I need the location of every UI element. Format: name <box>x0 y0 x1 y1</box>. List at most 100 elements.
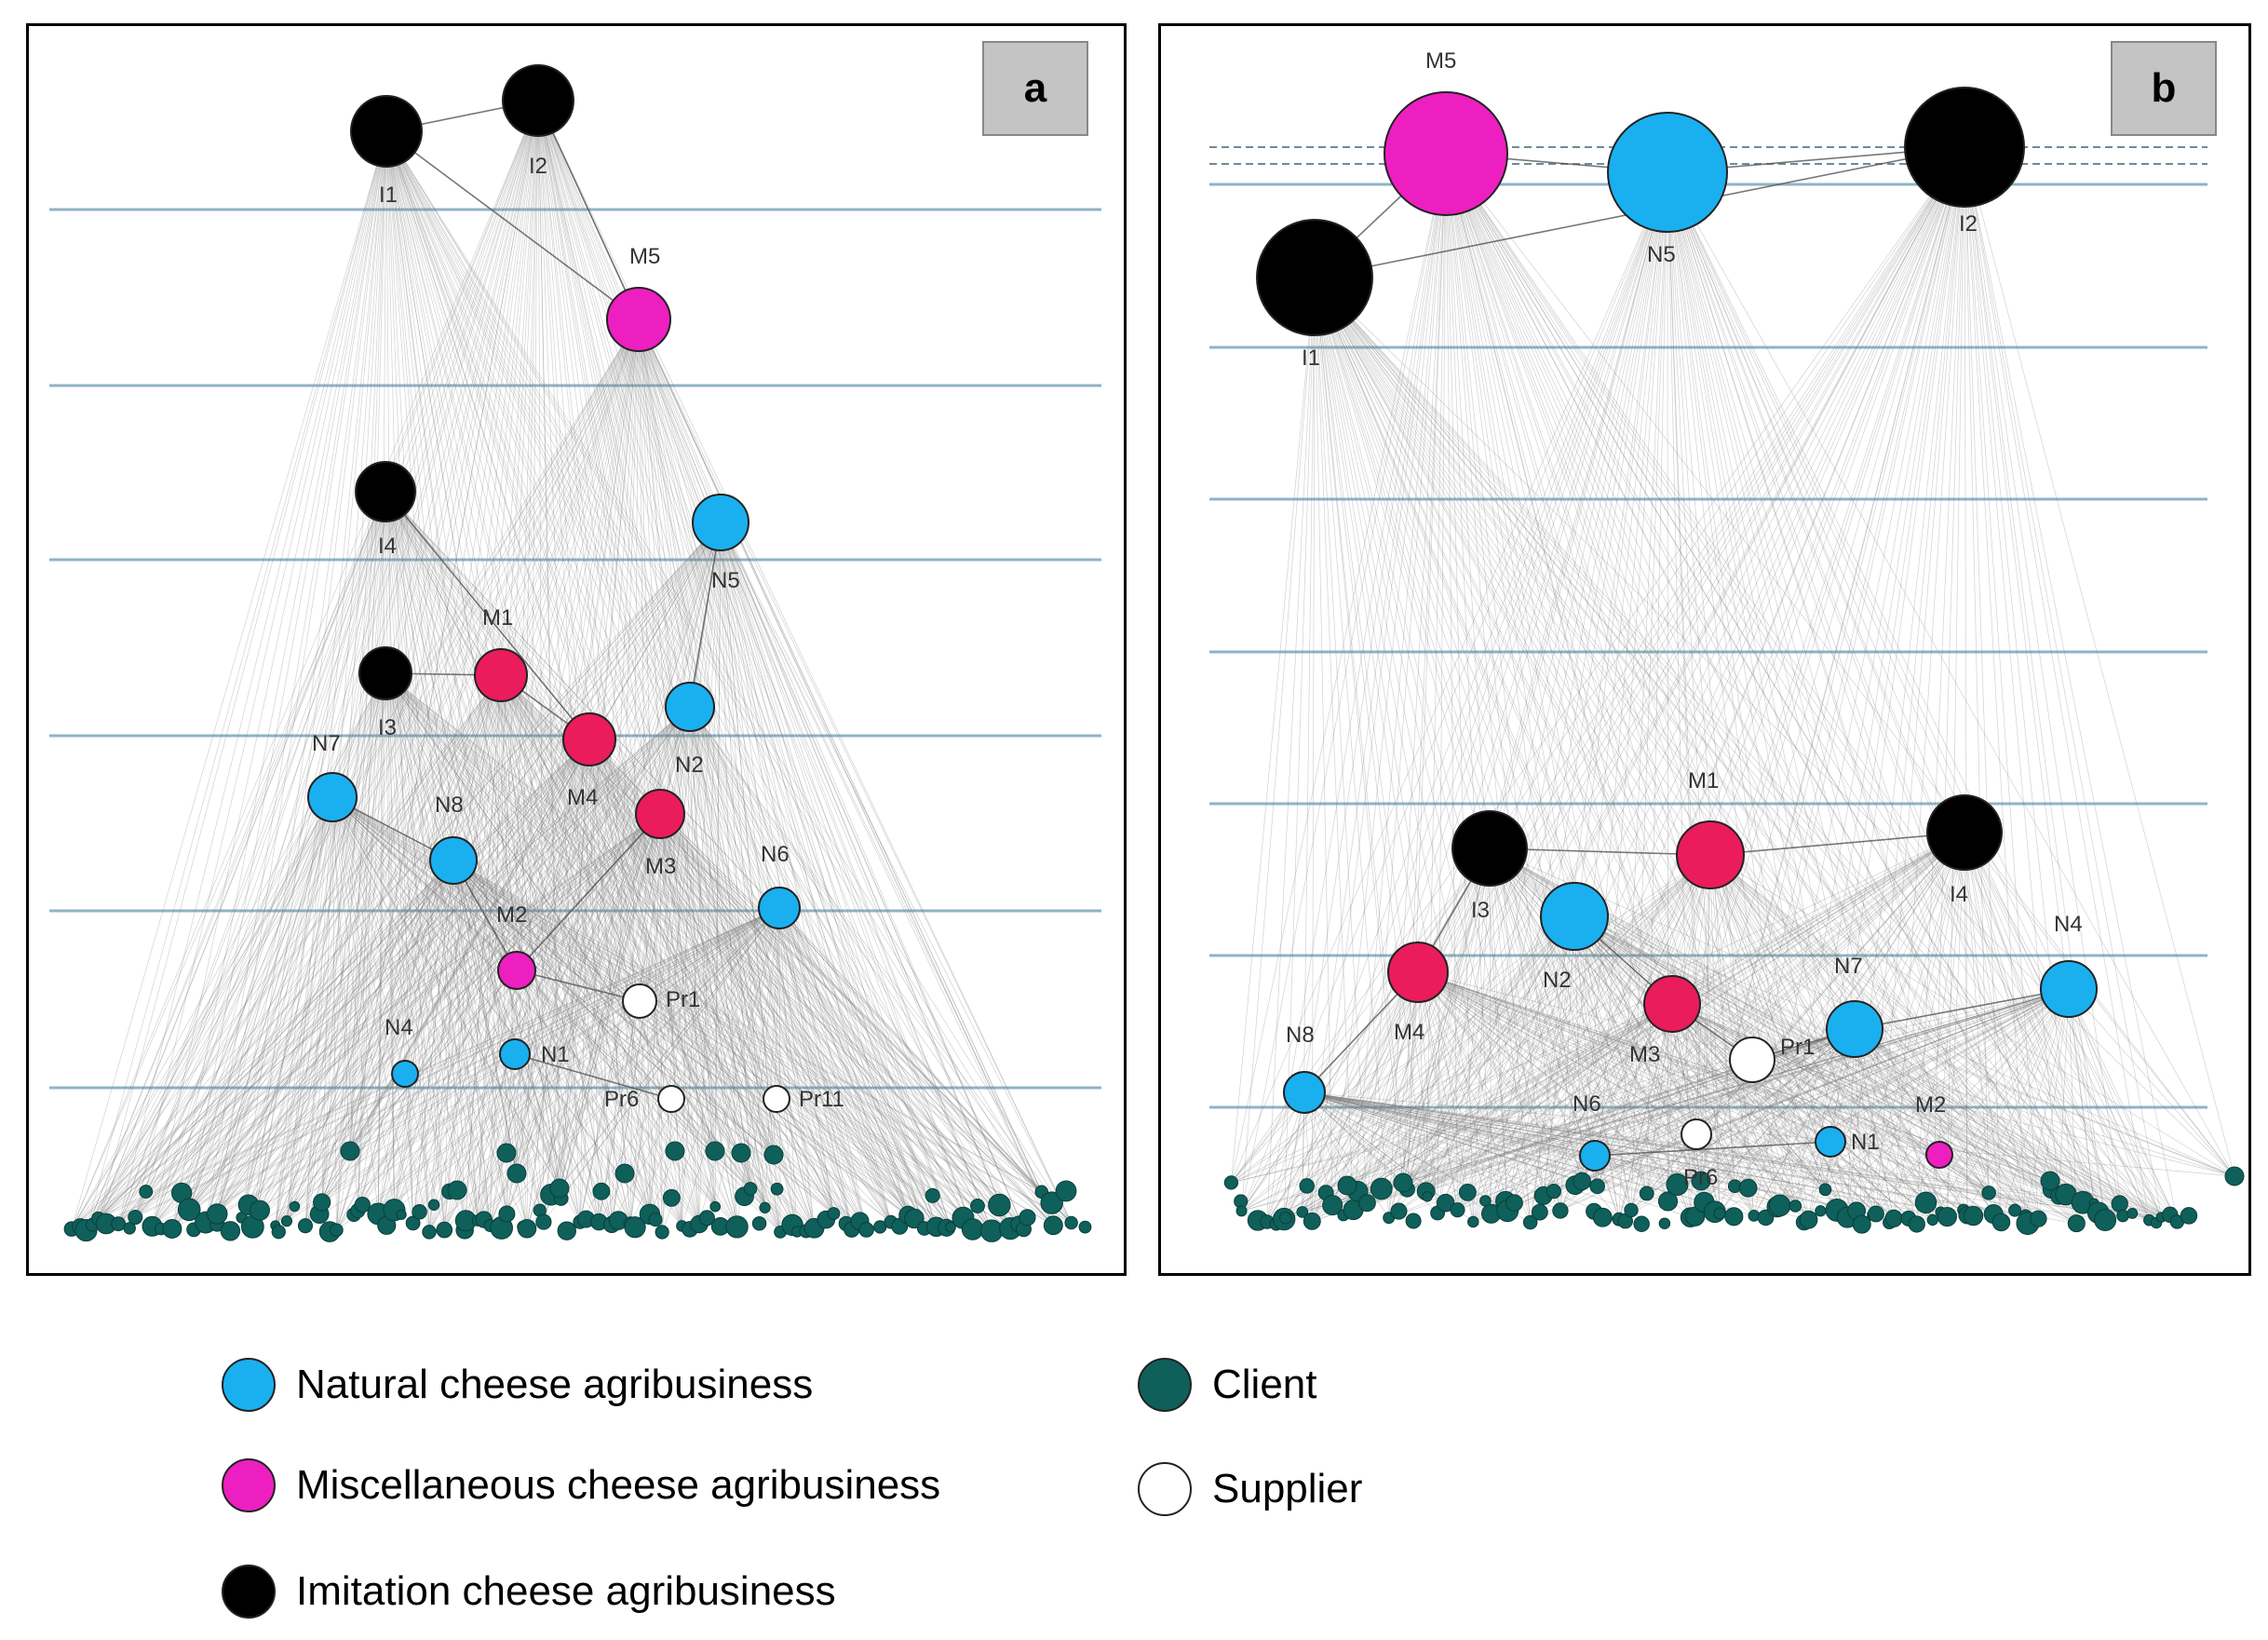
edge <box>638 319 1043 1192</box>
edge <box>1573 915 2106 1221</box>
edge <box>1646 988 2070 1194</box>
edge <box>1630 1003 1673 1211</box>
edge <box>377 319 640 1214</box>
client-node <box>648 1213 663 1227</box>
client-node <box>1393 1172 1413 1193</box>
edge <box>1314 277 1390 1218</box>
edge <box>251 491 386 1227</box>
edge <box>385 491 651 1214</box>
edge <box>1314 277 2106 1221</box>
edge <box>1667 171 1934 1221</box>
edge <box>611 813 661 1225</box>
edge <box>275 796 333 1226</box>
edge <box>638 319 815 1228</box>
edge <box>1241 971 1419 1212</box>
edge <box>1311 171 1668 1222</box>
edge <box>506 319 640 1214</box>
legend-label-supplier: Supplier <box>1212 1466 1363 1511</box>
edge <box>385 491 937 1227</box>
edge <box>537 100 613 1225</box>
edge <box>134 796 333 1218</box>
edge <box>331 796 765 1209</box>
edge <box>1530 915 1575 1223</box>
edge <box>500 674 1024 1229</box>
edge <box>1445 153 1826 1190</box>
edge <box>331 796 892 1223</box>
edge <box>385 672 491 1227</box>
client-node <box>979 1219 1004 1242</box>
edge <box>1417 971 1917 1225</box>
edge <box>1559 988 2070 1212</box>
edge <box>778 907 973 1230</box>
edge <box>1302 971 1419 1213</box>
edge <box>736 907 780 1227</box>
edge <box>286 796 333 1222</box>
edge <box>659 813 853 1230</box>
client-node <box>1937 1206 1957 1227</box>
edge <box>385 672 815 1229</box>
edge <box>1437 146 1965 1213</box>
edge <box>1231 153 1447 1183</box>
edge <box>188 706 691 1211</box>
edge <box>385 491 973 1230</box>
gridlines <box>49 208 1101 1090</box>
edge <box>71 491 386 1229</box>
edge <box>349 522 722 1152</box>
edge <box>1302 1003 1673 1213</box>
edge <box>1314 277 2235 1177</box>
edge <box>537 100 651 1214</box>
edge <box>331 796 507 1214</box>
edge <box>720 522 798 1232</box>
edge <box>1543 1003 1673 1197</box>
edge <box>526 100 539 1229</box>
legend-item-supplier: Supplier <box>1138 1457 1362 1522</box>
edge <box>385 130 952 1227</box>
edge <box>1854 1028 2059 1197</box>
edge <box>358 907 780 1212</box>
edge <box>304 491 386 1227</box>
client-node <box>1818 1183 1832 1197</box>
edge <box>1314 277 1735 1186</box>
edge <box>1581 832 1965 1182</box>
client-node <box>698 1210 715 1227</box>
edge <box>134 130 387 1218</box>
edge <box>714 522 722 1207</box>
edge <box>1303 1091 1826 1190</box>
edge <box>286 739 590 1222</box>
edge <box>638 319 1024 1229</box>
edge <box>152 672 386 1227</box>
edge <box>1916 146 1965 1225</box>
edge <box>720 522 867 1230</box>
edge <box>1530 854 1711 1223</box>
edge <box>1314 277 1508 1212</box>
edge <box>720 522 1011 1229</box>
edge <box>241 796 333 1218</box>
edge <box>1491 1028 1856 1214</box>
edge <box>385 130 716 1207</box>
edge <box>385 130 466 1230</box>
edge <box>275 491 386 1226</box>
edge <box>394 100 539 1211</box>
node-i2 <box>502 64 574 137</box>
node-pr1 <box>1729 1037 1775 1083</box>
edge <box>188 739 590 1211</box>
edge <box>500 674 561 1199</box>
edge <box>1314 277 1918 1225</box>
client-node <box>498 1205 516 1223</box>
edge <box>1303 1091 1796 1207</box>
edge <box>1491 1003 1673 1214</box>
client-node <box>535 1213 552 1230</box>
edge <box>349 672 386 1152</box>
edge <box>452 860 867 1230</box>
edge <box>1402 854 1711 1184</box>
client-node <box>128 1210 143 1226</box>
edge <box>1417 971 1438 1213</box>
edge <box>1709 854 2077 1224</box>
edge <box>377 100 539 1214</box>
edge <box>336 813 661 1231</box>
edge <box>638 319 765 1208</box>
edge <box>689 706 909 1215</box>
edge <box>331 796 479 1221</box>
edge <box>2001 988 2070 1223</box>
